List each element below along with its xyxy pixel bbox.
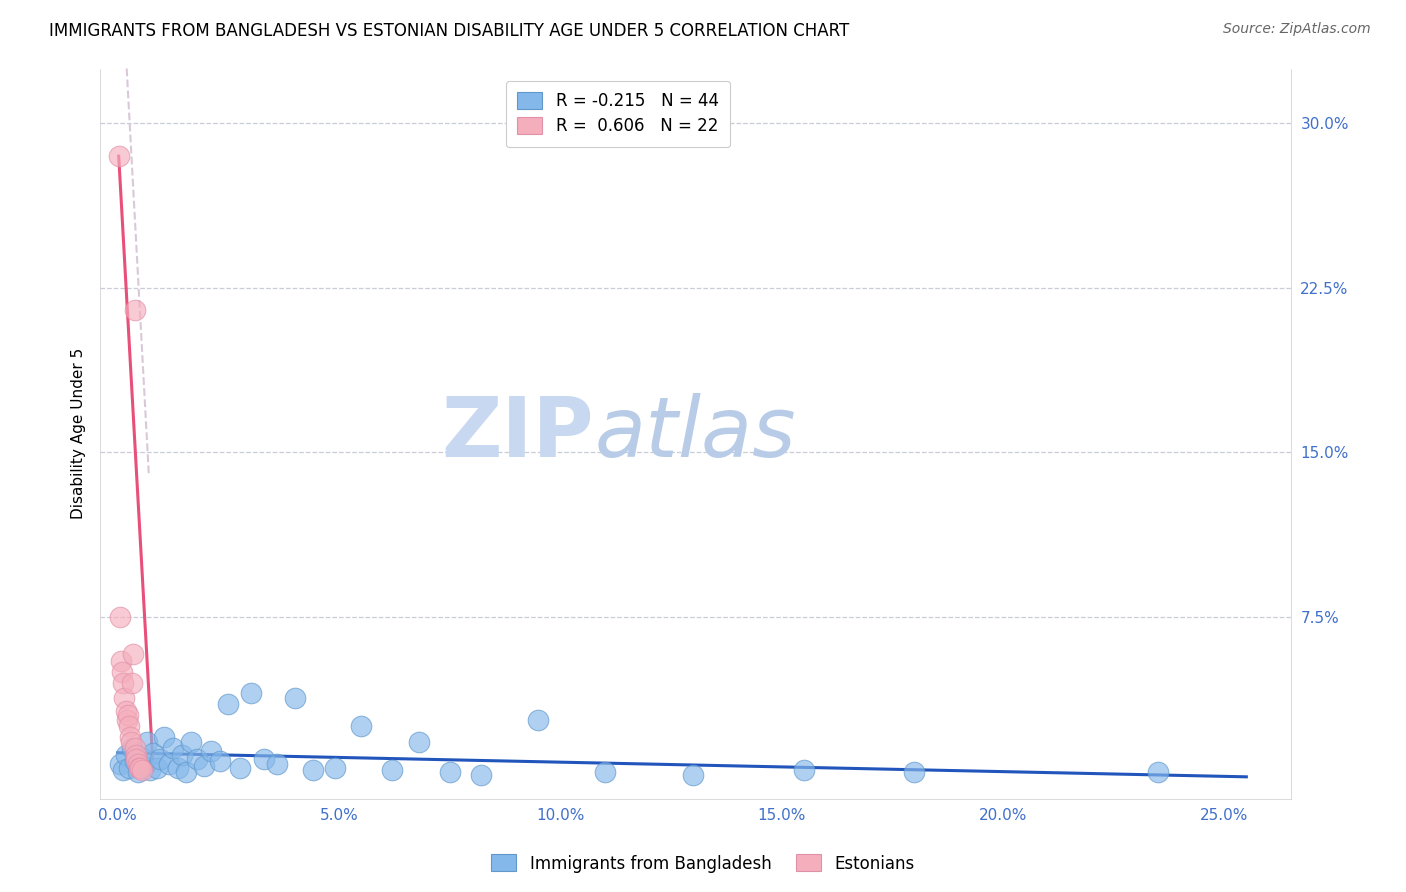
Point <box>527 713 550 727</box>
Point <box>124 747 146 762</box>
Point <box>142 746 165 760</box>
Point <box>127 765 149 780</box>
Point <box>115 713 138 727</box>
Point <box>108 756 131 771</box>
Point <box>114 747 136 762</box>
Point <box>146 761 169 775</box>
Point <box>217 698 239 712</box>
Point <box>112 675 135 690</box>
Point <box>157 756 180 771</box>
Point <box>186 752 208 766</box>
Point <box>176 765 198 780</box>
Point <box>111 665 134 679</box>
Point <box>120 731 142 745</box>
Point <box>408 735 430 749</box>
Point <box>120 735 142 749</box>
Point <box>593 765 616 780</box>
Legend: R = -0.215   N = 44, R =  0.606   N = 22: R = -0.215 N = 44, R = 0.606 N = 22 <box>506 80 730 147</box>
Point <box>124 755 146 769</box>
Point <box>228 761 250 775</box>
Point <box>129 761 152 775</box>
Text: IMMIGRANTS FROM BANGLADESH VS ESTONIAN DISABILITY AGE UNDER 5 CORRELATION CHART: IMMIGRANTS FROM BANGLADESH VS ESTONIAN D… <box>49 22 849 40</box>
Point <box>125 752 148 766</box>
Point <box>793 764 815 778</box>
Point <box>122 647 145 661</box>
Point <box>118 719 141 733</box>
Point <box>153 731 176 745</box>
Y-axis label: Disability Age Under 5: Disability Age Under 5 <box>72 348 86 519</box>
Point <box>439 765 461 780</box>
Point <box>208 755 231 769</box>
Point <box>117 708 139 723</box>
Point <box>253 752 276 766</box>
Point <box>127 756 149 771</box>
Point <box>193 759 215 773</box>
Point <box>138 764 160 778</box>
Point <box>110 654 132 668</box>
Legend: Immigrants from Bangladesh, Estonians: Immigrants from Bangladesh, Estonians <box>485 847 921 880</box>
Point <box>682 767 704 781</box>
Point <box>170 747 193 762</box>
Point <box>470 767 492 781</box>
Point <box>132 759 155 773</box>
Point <box>149 752 172 766</box>
Point <box>301 764 323 778</box>
Point <box>124 302 146 317</box>
Text: ZIP: ZIP <box>441 393 595 475</box>
Point <box>107 149 129 163</box>
Point <box>108 609 131 624</box>
Point <box>129 750 152 764</box>
Point <box>284 690 307 705</box>
Point <box>266 756 288 771</box>
Point <box>239 686 262 700</box>
Point <box>323 761 346 775</box>
Point <box>350 719 373 733</box>
Point <box>124 741 146 756</box>
Point <box>131 764 153 778</box>
Point <box>903 765 925 780</box>
Point <box>200 743 222 757</box>
Point <box>381 764 404 778</box>
Point <box>162 741 184 756</box>
Text: atlas: atlas <box>595 393 796 475</box>
Point <box>118 761 141 775</box>
Point <box>1146 765 1168 780</box>
Point <box>112 764 135 778</box>
Point <box>121 741 143 756</box>
Text: Source: ZipAtlas.com: Source: ZipAtlas.com <box>1223 22 1371 37</box>
Point <box>166 761 188 775</box>
Point <box>180 735 202 749</box>
Point <box>121 675 143 690</box>
Point <box>114 690 136 705</box>
Point <box>135 735 157 749</box>
Point <box>114 704 136 718</box>
Point <box>128 761 150 775</box>
